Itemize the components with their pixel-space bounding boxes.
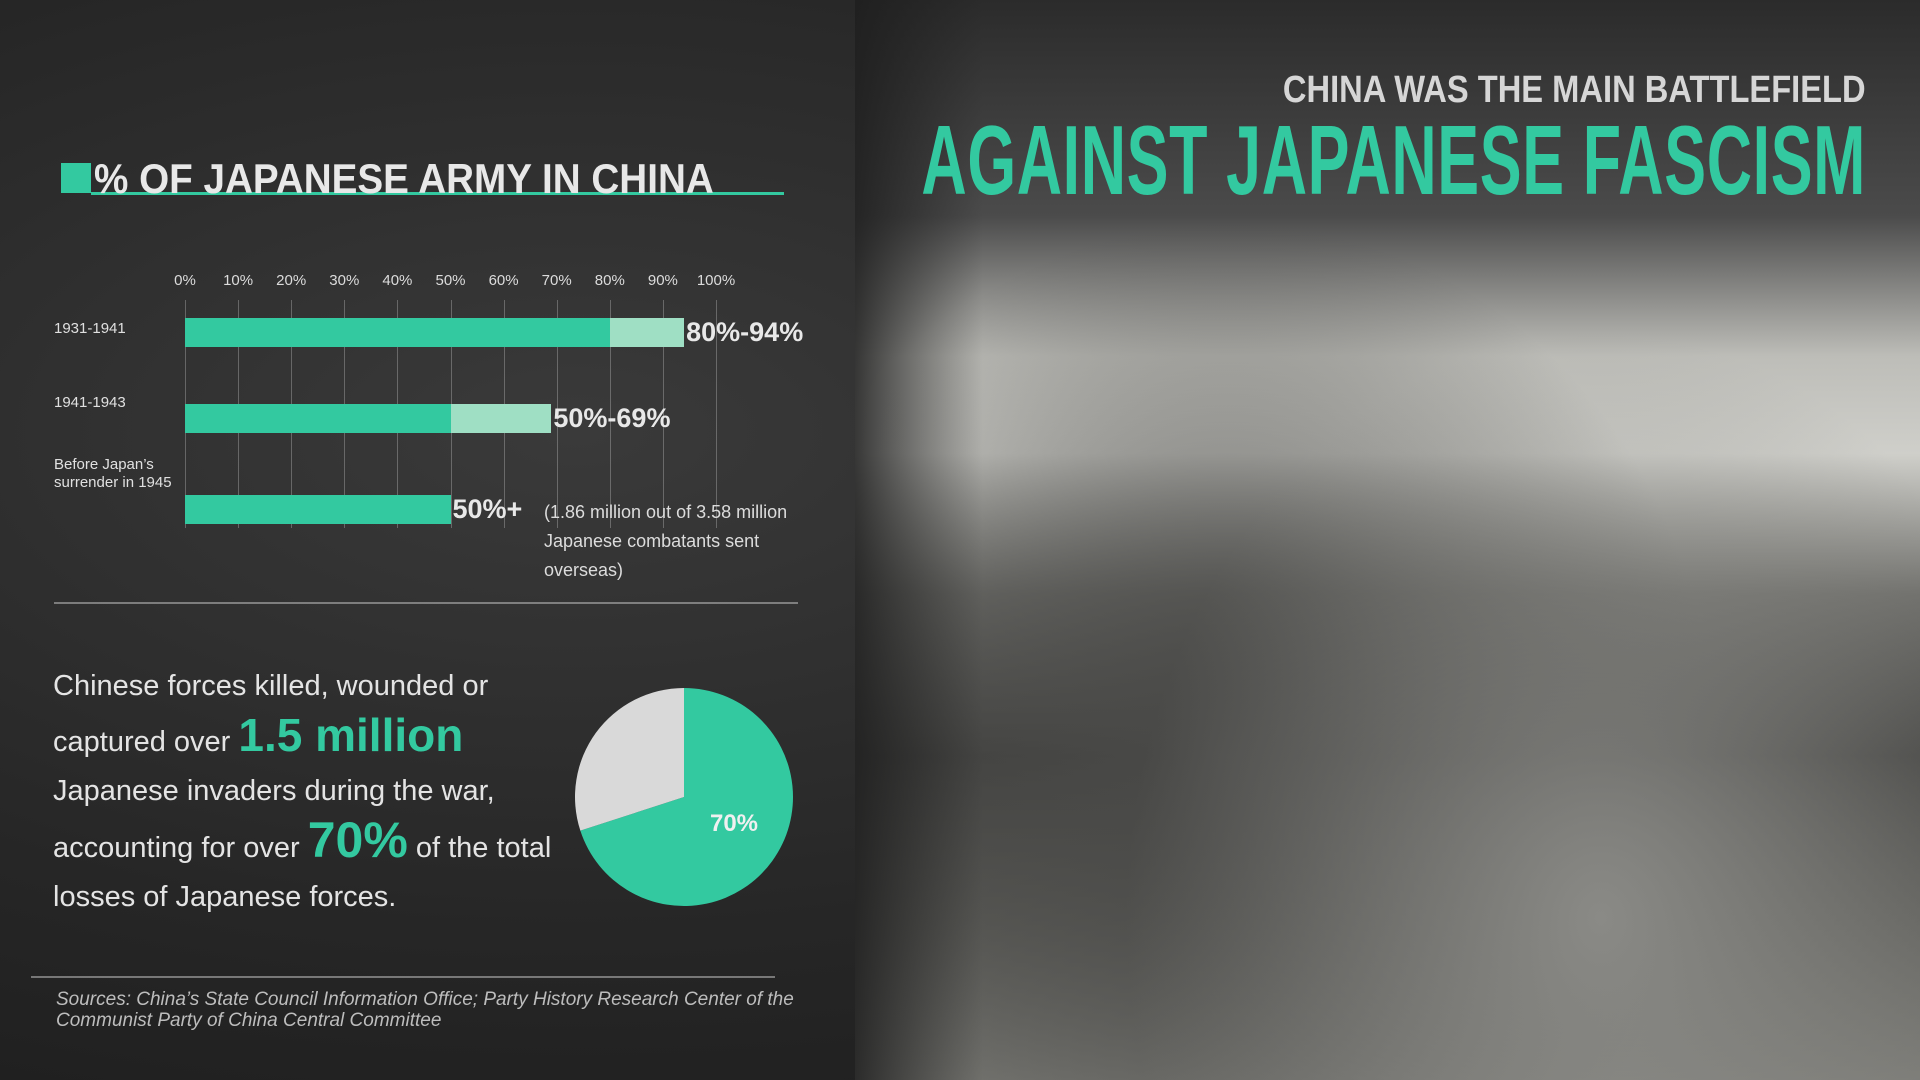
x-tick-label: 80%: [594, 272, 625, 289]
text-part: Japanese invaders during the war, accoun…: [53, 775, 495, 864]
x-tick-label: 10%: [223, 272, 254, 289]
divider: [54, 602, 798, 604]
highlight-number: 1.5 million: [238, 709, 464, 761]
bar-low: [185, 495, 451, 524]
gridline: [662, 300, 664, 528]
x-tick-label: 100%: [696, 272, 736, 289]
bar-chart: 0% 10% 20% 30% 40% 50% 60% 70% 80% 90% 100% 1931-19…: [0, 0, 855, 600]
x-tick-label: 70%: [541, 272, 572, 289]
bar-range: [450, 404, 552, 433]
x-tick-label: 30%: [329, 272, 360, 289]
x-tick-label: 0%: [174, 272, 196, 289]
data-label: 50%+: [452, 494, 523, 524]
divider: [31, 976, 775, 978]
chart-title: % OF JAPANESE ARMY IN CHINA: [94, 155, 714, 202]
x-tick-label: 90%: [647, 272, 678, 289]
x-tick-label: 60%: [488, 272, 519, 289]
pie-label: 70%: [710, 810, 758, 837]
x-tick-label: 50%: [435, 272, 466, 289]
summary-text: Chinese forces killed, wounded or captur…: [53, 662, 573, 922]
category-label: 1931-1941: [54, 320, 126, 337]
text-part: Chinese forces killed, wounded or captur…: [53, 670, 489, 758]
gridline: [609, 300, 611, 528]
data-label: 50%-69%: [553, 403, 671, 433]
pie-slice: [580, 688, 793, 906]
bar-range: [609, 318, 685, 347]
bar-low: [185, 404, 451, 433]
bar-low: [185, 318, 610, 347]
text-part: of the total losses of Japanese forces.: [53, 832, 552, 913]
headline: AGAINST JAPANESE FASCISM: [921, 105, 1866, 215]
highlight-percent: 70%: [307, 812, 408, 868]
kicker: CHINA WAS THE MAIN BATTLEFIELD: [1283, 69, 1866, 111]
gridline: [716, 300, 717, 528]
sources: Sources: China’s State Council Informati…: [56, 989, 794, 1031]
bar-annotation: (1.86 million out of 3.58 million Japane…: [544, 502, 788, 580]
x-tick-label: 40%: [382, 272, 413, 289]
pie-chart: 70%: [575, 688, 793, 906]
category-label: 1941-1943: [54, 394, 126, 411]
x-tick-label: 20%: [276, 272, 307, 289]
data-label: 80%-94%: [686, 317, 804, 347]
title-underline: [91, 192, 784, 195]
pie-slice: [575, 688, 684, 831]
soldiers-photo: [855, 0, 1920, 1080]
title-marker: [61, 163, 91, 193]
gridline: [556, 300, 558, 528]
category-label: Before Japan’s surrender in 1945: [54, 456, 172, 491]
